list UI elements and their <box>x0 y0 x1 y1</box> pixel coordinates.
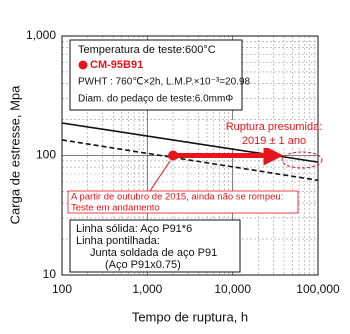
info-box <box>69 39 243 111</box>
legend-dot <box>78 60 88 70</box>
callout-line <box>149 160 171 192</box>
legend-text: (Aço P91x0.75) <box>105 259 181 271</box>
x-axis-title: Tempo de ruptura, h <box>132 309 248 324</box>
series-line <box>61 139 319 182</box>
info-text: CM-95B91 <box>90 59 143 71</box>
legend-text: Linha pontilhada: <box>76 235 160 247</box>
rupture-text: 2019 ± 1 ano <box>242 135 306 147</box>
x-tick-label: 100 <box>52 282 72 296</box>
info-text: Temperatura de teste:600°C <box>78 44 216 56</box>
legend-text: Linha sólida: Aço P91*6 <box>76 223 192 235</box>
x-tick-label: 100,000 <box>296 282 340 296</box>
rupture-text: Ruptura presumida: <box>226 121 323 133</box>
info-text: Diam. do pedaço de teste:6.0mmΦ <box>78 94 233 105</box>
y-tick-label: 10 <box>43 267 57 281</box>
plot-frame <box>61 35 319 276</box>
x-tick-label: 1,000 <box>132 282 162 296</box>
status-text: A partir de outubro de 2015, ainda não s… <box>71 192 283 203</box>
y-tick-label: 100 <box>36 148 56 162</box>
start-point <box>168 150 179 161</box>
rupture-bg <box>232 120 314 148</box>
x-tick-label: 10,000 <box>214 282 251 296</box>
y-axis-title: Carga de estresse, Mpa <box>7 85 22 225</box>
info-text: PWHT : 760℃×2h, L.M.P.×10⁻³=20.98 <box>78 77 251 88</box>
y-tick-label: 1,000 <box>26 28 56 42</box>
lines <box>61 122 319 182</box>
legend-box <box>69 219 241 273</box>
legend-text: Junta soldada de aço P91 <box>90 247 217 259</box>
status-text: Teste em andamento <box>71 203 160 214</box>
rupture-ellipse <box>281 151 323 169</box>
status-box <box>67 190 299 214</box>
